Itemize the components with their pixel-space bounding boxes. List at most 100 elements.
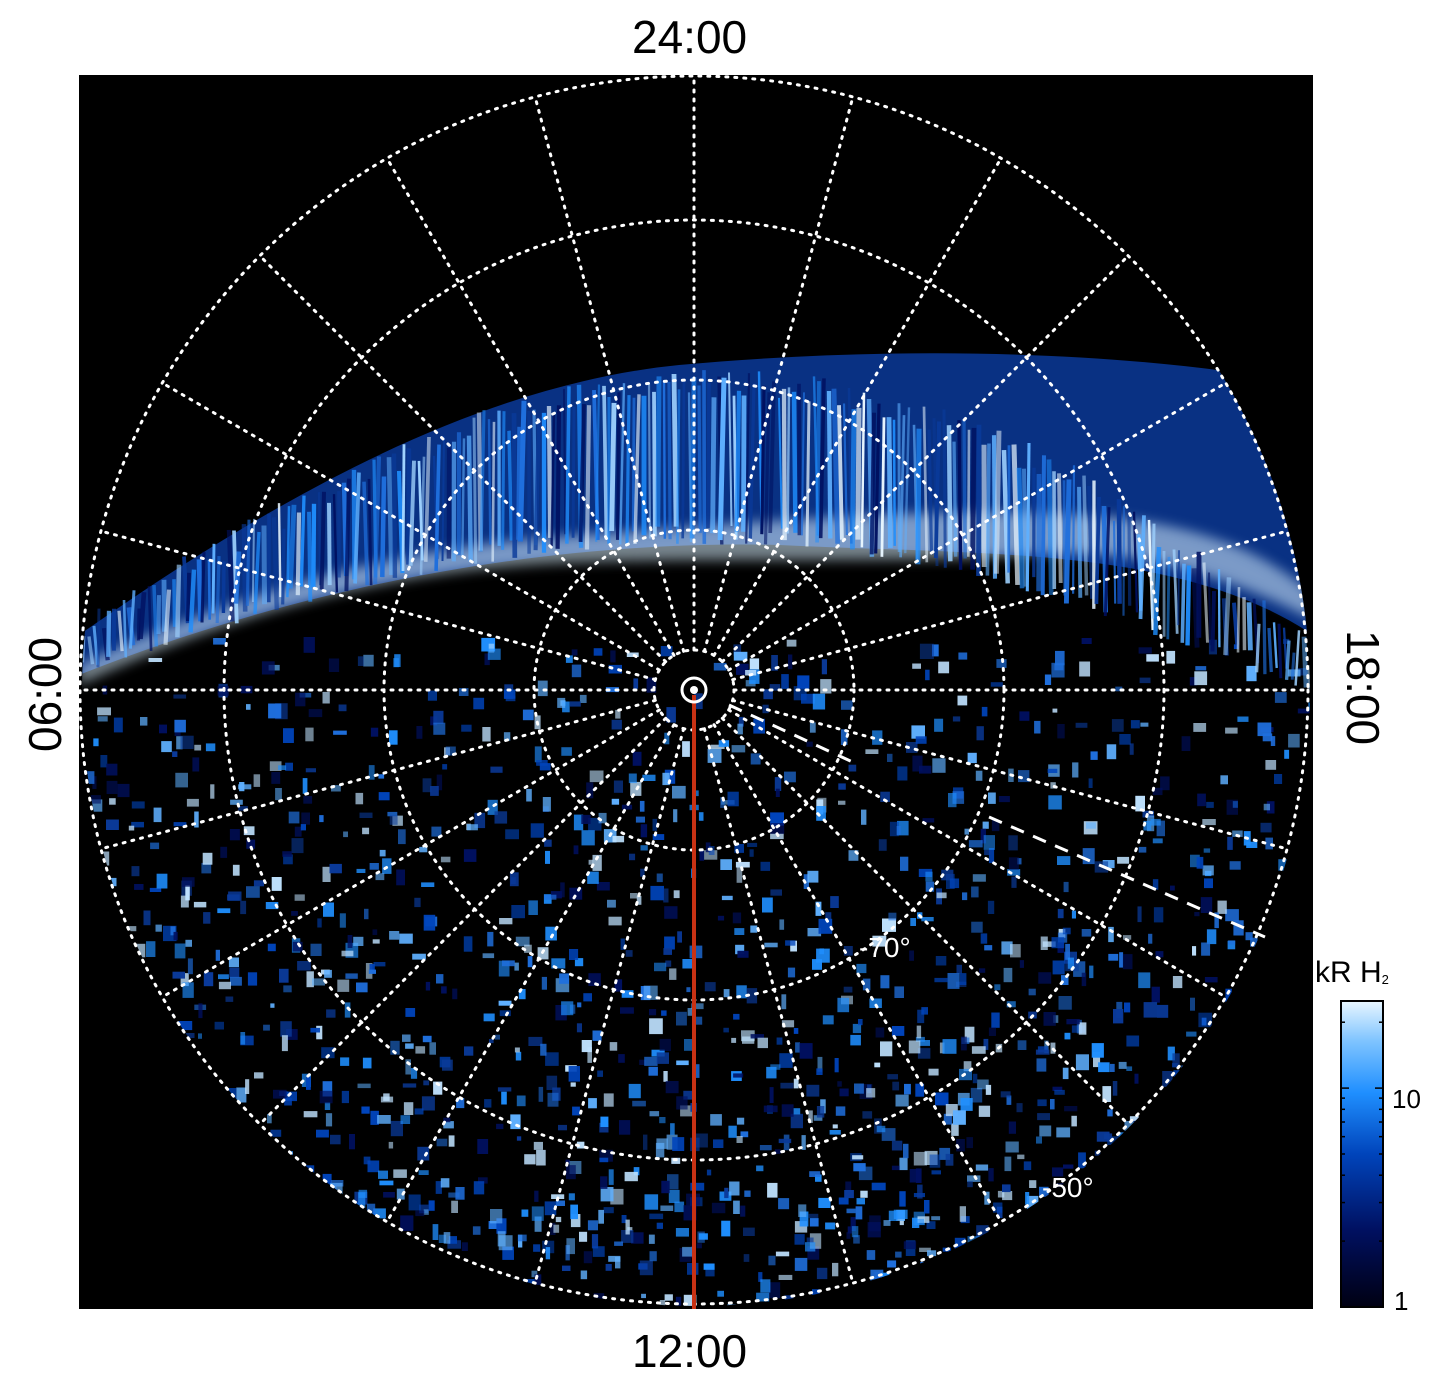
speckle-pixel	[280, 1021, 292, 1037]
oval-streak	[967, 429, 971, 557]
speckle-pixel	[664, 936, 675, 950]
speckle-pixel	[608, 664, 622, 674]
speckle-pixel	[561, 1001, 574, 1016]
speckle-pixel	[895, 1251, 902, 1258]
speckle-pixel	[435, 1181, 442, 1194]
speckle-pixel	[1186, 1031, 1197, 1037]
speckle-pixel	[956, 964, 962, 974]
oval-streak	[1087, 485, 1094, 599]
speckle-pixel	[736, 867, 743, 883]
speckle-pixel	[983, 1038, 989, 1050]
speckle-pixel	[375, 873, 385, 881]
speckle-pixel	[1002, 1184, 1011, 1193]
speckle-pixel	[749, 669, 760, 684]
speckle-pixel	[205, 743, 216, 752]
speckle-pixel	[927, 1250, 937, 1257]
speckle-pixel	[614, 979, 623, 992]
speckle-pixel	[1204, 878, 1213, 889]
speckle-pixel	[1138, 647, 1152, 654]
speckle-pixel	[419, 1204, 429, 1214]
oval-streak	[1040, 455, 1046, 596]
speckle-pixel	[904, 1083, 911, 1095]
oval-streak	[163, 589, 172, 645]
speckle-pixel	[632, 1100, 646, 1107]
speckle-pixel	[488, 1221, 501, 1229]
speckle-pixel	[478, 1177, 488, 1184]
speckle-pixel	[770, 889, 782, 896]
speckle-pixel	[599, 1122, 609, 1133]
oval-streak	[855, 407, 862, 540]
speckle-pixel	[1203, 848, 1211, 853]
speckle-pixel	[862, 1111, 873, 1119]
oval-streak	[681, 379, 686, 539]
local-time-label-dawn: 06:00	[19, 636, 71, 752]
speckle-pixel	[545, 850, 550, 864]
speckle-pixel	[550, 891, 562, 899]
speckle-pixel	[819, 948, 824, 955]
speckle-pixel	[1096, 1131, 1110, 1142]
speckle-pixel	[187, 958, 193, 975]
colorbar-gradient	[1340, 1000, 1384, 1308]
speckle-pixel	[464, 1046, 474, 1056]
speckle-pixel	[1126, 1066, 1133, 1071]
speckle-pixel	[988, 848, 995, 864]
oval-streak	[434, 444, 441, 571]
speckle-pixel	[97, 707, 111, 716]
oval-streak	[962, 420, 967, 559]
speckle-pixel	[436, 774, 443, 791]
speckle-pixel	[1001, 941, 1013, 955]
speckle-pixel	[945, 1153, 954, 1166]
speckle-pixel	[846, 1232, 851, 1239]
oval-streak	[728, 372, 733, 527]
speckle-pixel	[809, 722, 816, 733]
speckle-pixel	[367, 1160, 380, 1173]
oval-streak	[1294, 630, 1301, 686]
speckle-pixel	[910, 918, 916, 926]
speckle-pixel	[1042, 941, 1056, 947]
speckle-pixel	[312, 978, 325, 986]
speckle-pixel	[487, 931, 494, 947]
speckle-pixel	[217, 908, 231, 914]
speckle-pixel	[326, 1009, 336, 1018]
speckle-pixel	[889, 821, 899, 837]
speckle-pixel	[736, 663, 749, 675]
oval-streak	[386, 457, 394, 576]
speckle-pixel	[743, 1227, 755, 1236]
speckle-pixel	[917, 1048, 931, 1059]
speckle-pixel	[1266, 801, 1275, 814]
oval-streak	[1242, 597, 1247, 651]
speckle-pixel	[979, 968, 986, 973]
speckle-pixel	[569, 701, 581, 707]
speckle-pixel	[915, 1036, 925, 1042]
speckle-pixel	[652, 834, 665, 840]
speckle-pixel	[325, 1113, 333, 1127]
speckle-pixel	[1233, 920, 1244, 936]
speckle-pixel	[1152, 879, 1159, 890]
speckle-pixel	[734, 844, 744, 853]
speckle-pixel	[762, 897, 773, 913]
oval-streak	[1046, 459, 1054, 596]
speckle-pixel	[415, 1210, 425, 1217]
oval-streak	[1001, 450, 1010, 584]
oval-streak	[487, 419, 492, 545]
speckle-pixel	[390, 1040, 400, 1055]
speckle-pixel	[677, 931, 682, 943]
speckle-pixel	[639, 800, 645, 812]
speckle-pixel	[1194, 912, 1200, 917]
speckle-pixel	[390, 1120, 403, 1137]
speckle-pixel	[610, 1188, 624, 1205]
speckle-pixel	[599, 1149, 613, 1162]
speckle-pixel	[793, 1078, 799, 1089]
speckle-pixel	[498, 1235, 513, 1251]
oval-streak	[985, 443, 991, 576]
speckle-pixel	[880, 975, 890, 989]
speckle-pixel	[947, 973, 960, 989]
speckle-pixel	[744, 1190, 751, 1197]
speckle-pixel	[581, 1040, 592, 1053]
speckle-pixel	[253, 774, 261, 787]
speckle-pixel	[215, 949, 220, 961]
speckle-pixel	[971, 921, 983, 933]
speckle-pixel	[931, 1170, 941, 1175]
speckle-pixel	[153, 807, 162, 823]
speckle-pixel	[225, 996, 234, 1002]
